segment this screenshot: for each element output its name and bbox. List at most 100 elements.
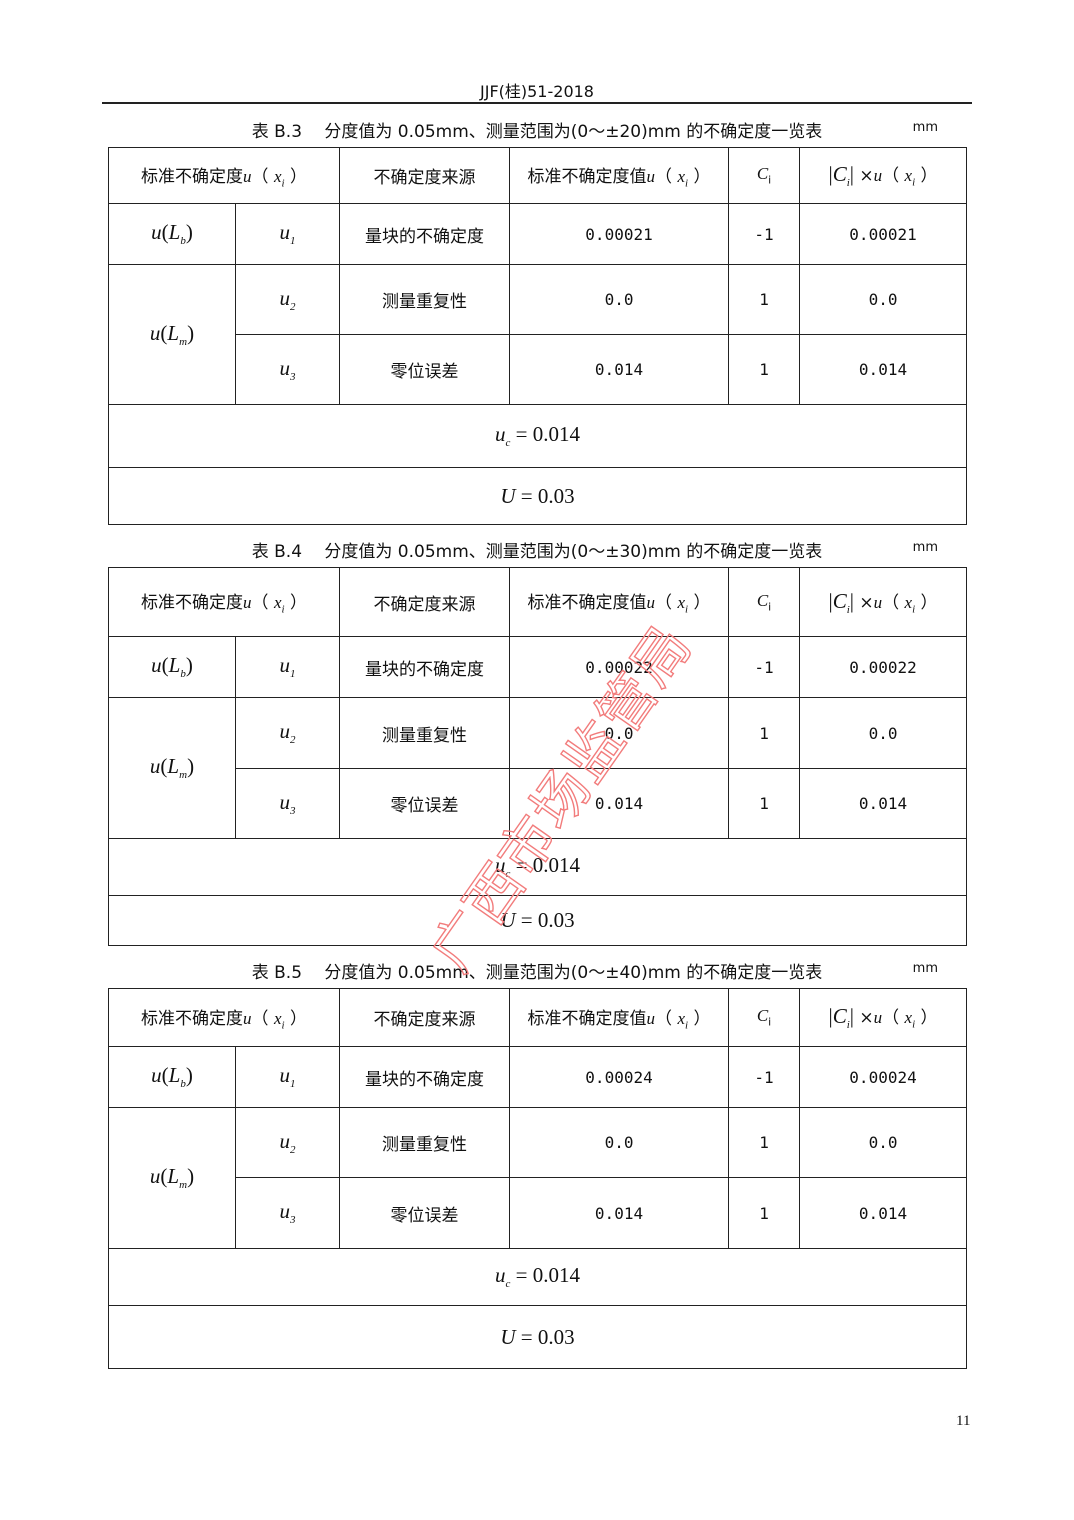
symbol-cell: u2: [234, 1107, 341, 1178]
header-cell: 标准不确定度值u（ xi ）: [509, 988, 730, 1047]
symbol-cell: u3: [234, 334, 341, 405]
expanded-uncertainty-row: U = 0.03: [107, 895, 968, 946]
combined-uncertainty: uc = 0.014: [107, 1248, 968, 1306]
header-cell: 不确定度来源: [339, 567, 511, 637]
quantity-cell: u(Lm): [108, 264, 236, 405]
header-cell: 标准不确定度值u（ xi ）: [509, 567, 730, 637]
expanded-uncertainty: U = 0.03: [107, 467, 968, 525]
value-cell: 0.014: [509, 768, 730, 839]
table-row: u(Lm) u2 测量重复性 0.0 1 0.0: [108, 1107, 968, 1249]
caption-text: 表 B.4 分度值为 0.05mm、测量范围为(0～±30)mm 的不确定度一览…: [251, 542, 823, 562]
product-cell: 0.00022: [799, 636, 968, 698]
header-cell: 不确定度来源: [339, 988, 511, 1047]
source-cell: 测量重复性: [339, 1107, 511, 1178]
table-row: u3 零位误差 0.014 1 0.014: [109, 1177, 968, 1249]
expanded-uncertainty-row: U = 0.03: [107, 1305, 968, 1369]
expanded-uncertainty: U = 0.03: [107, 1305, 968, 1369]
coefficient-cell: -1: [728, 203, 801, 265]
coefficient-cell: -1: [728, 1046, 801, 1108]
quantity-cell: u(Lb): [108, 1046, 236, 1108]
source-cell: 零位误差: [339, 334, 511, 405]
coefficient-cell: -1: [728, 636, 801, 698]
combined-uncertainty-row: uc = 0.014: [107, 404, 968, 468]
value-cell: 0.0: [509, 1107, 730, 1178]
expanded-uncertainty-row: U = 0.03: [107, 467, 968, 525]
product-cell: 0.014: [799, 768, 968, 839]
header-cell: |Ci| ×u（ xi ）: [799, 988, 968, 1047]
quantity-cell: u(Lm): [108, 697, 236, 839]
table-row: u(Lm) u2 测量重复性 0.0 1 0.0: [108, 697, 968, 839]
combined-uncertainty: uc = 0.014: [107, 838, 968, 896]
value-cell: 0.0: [509, 264, 730, 335]
value-cell: 0.014: [509, 334, 730, 405]
table-row: u(Lb) u1 量块的不确定度 0.00022 -1 0.00022: [108, 636, 968, 698]
table-row: u(Lm) u2 测量重复性 0.0 1 0.0: [108, 264, 968, 405]
product-cell: 0.00021: [799, 203, 968, 265]
header-cell: 标准不确定度u（ xi ）: [107, 147, 341, 204]
symbol-cell: u3: [234, 768, 341, 839]
unit-label: mm: [912, 540, 938, 555]
table-row: u3 零位误差 0.014 1 0.014: [109, 768, 968, 839]
expanded-uncertainty: U = 0.03: [107, 895, 968, 946]
value-cell: 0.0: [509, 697, 730, 769]
coefficient-cell: 1: [728, 1107, 801, 1178]
table-row: u(Lb) u1 量块的不确定度 0.00024 -1 0.00024: [108, 1046, 968, 1108]
source-cell: 量块的不确定度: [339, 1046, 511, 1108]
header-cell: Ci: [728, 147, 801, 204]
source-cell: 零位误差: [339, 768, 511, 839]
header-cell: Ci: [728, 988, 801, 1047]
header-cell: 标准不确定度u（ xi ）: [107, 567, 341, 637]
source-cell: 量块的不确定度: [339, 203, 511, 265]
value-cell: 0.00024: [509, 1046, 730, 1108]
header-row: 标准不确定度u（ xi ） 不确定度来源 标准不确定度值u（ xi ） Ci |…: [107, 567, 968, 637]
symbol-cell: u3: [234, 1177, 341, 1249]
product-cell: 0.014: [799, 334, 968, 405]
product-cell: 0.00024: [799, 1046, 968, 1108]
quantity-cell: u(Lm): [108, 1107, 236, 1249]
source-cell: 零位误差: [339, 1177, 511, 1249]
value-cell: 0.00022: [509, 636, 730, 698]
combined-uncertainty-row: uc = 0.014: [107, 1248, 968, 1306]
value-cell: 0.00021: [509, 203, 730, 265]
caption-text: 表 B.5 分度值为 0.05mm、测量范围为(0～±40)mm 的不确定度一览…: [251, 963, 823, 983]
source-cell: 测量重复性: [339, 264, 511, 335]
unit-label: mm: [912, 961, 938, 976]
header-cell: Ci: [728, 567, 801, 637]
symbol-cell: u2: [234, 264, 341, 335]
coefficient-cell: 1: [728, 334, 801, 405]
source-cell: 量块的不确定度: [339, 636, 511, 698]
symbol-cell: u1: [234, 636, 341, 698]
coefficient-cell: 1: [728, 264, 801, 335]
table-row: u(Lb) u1 量块的不确定度 0.00021 -1 0.00021: [108, 203, 968, 265]
header-row: 标准不确定度u（ xi ） 不确定度来源 标准不确定度值u（ xi ） Ci |…: [107, 988, 968, 1047]
uncertainty-table: 标准不确定度u（ xi ） 不确定度来源 标准不确定度值u（ xi ） Ci |…: [107, 147, 968, 525]
caption-text: 表 B.3 分度值为 0.05mm、测量范围为(0～±20)mm 的不确定度一览…: [251, 122, 823, 142]
coefficient-cell: 1: [728, 768, 801, 839]
value-cell: 0.014: [509, 1177, 730, 1249]
symbol-cell: u2: [234, 697, 341, 769]
coefficient-cell: 1: [728, 1177, 801, 1249]
coefficient-cell: 1: [728, 697, 801, 769]
symbol-cell: u1: [234, 203, 341, 265]
combined-uncertainty-row: uc = 0.014: [107, 838, 968, 896]
product-cell: 0.014: [799, 1177, 968, 1249]
header-cell: 不确定度来源: [339, 147, 511, 204]
product-cell: 0.0: [799, 1107, 968, 1178]
running-header: JJF(桂)51-2018: [480, 82, 594, 101]
header-cell: |Ci| ×u（ xi ）: [799, 147, 968, 204]
table-row: u3 零位误差 0.014 1 0.014: [109, 334, 968, 405]
uncertainty-table: 标准不确定度u（ xi ） 不确定度来源 标准不确定度值u（ xi ） Ci |…: [107, 988, 968, 1369]
symbol-cell: u1: [234, 1046, 341, 1108]
unit-label: mm: [912, 120, 938, 135]
header-row: 标准不确定度u（ xi ） 不确定度来源 标准不确定度值u（ xi ） Ci |…: [107, 147, 968, 204]
page-number: 11: [956, 1413, 971, 1429]
header-rule: [102, 102, 972, 104]
quantity-cell: u(Lb): [108, 203, 236, 265]
header-cell: |Ci| ×u（ xi ）: [799, 567, 968, 637]
product-cell: 0.0: [799, 697, 968, 769]
product-cell: 0.0: [799, 264, 968, 335]
quantity-cell: u(Lb): [108, 636, 236, 698]
header-cell: 标准不确定度u（ xi ）: [107, 988, 341, 1047]
source-cell: 测量重复性: [339, 697, 511, 769]
